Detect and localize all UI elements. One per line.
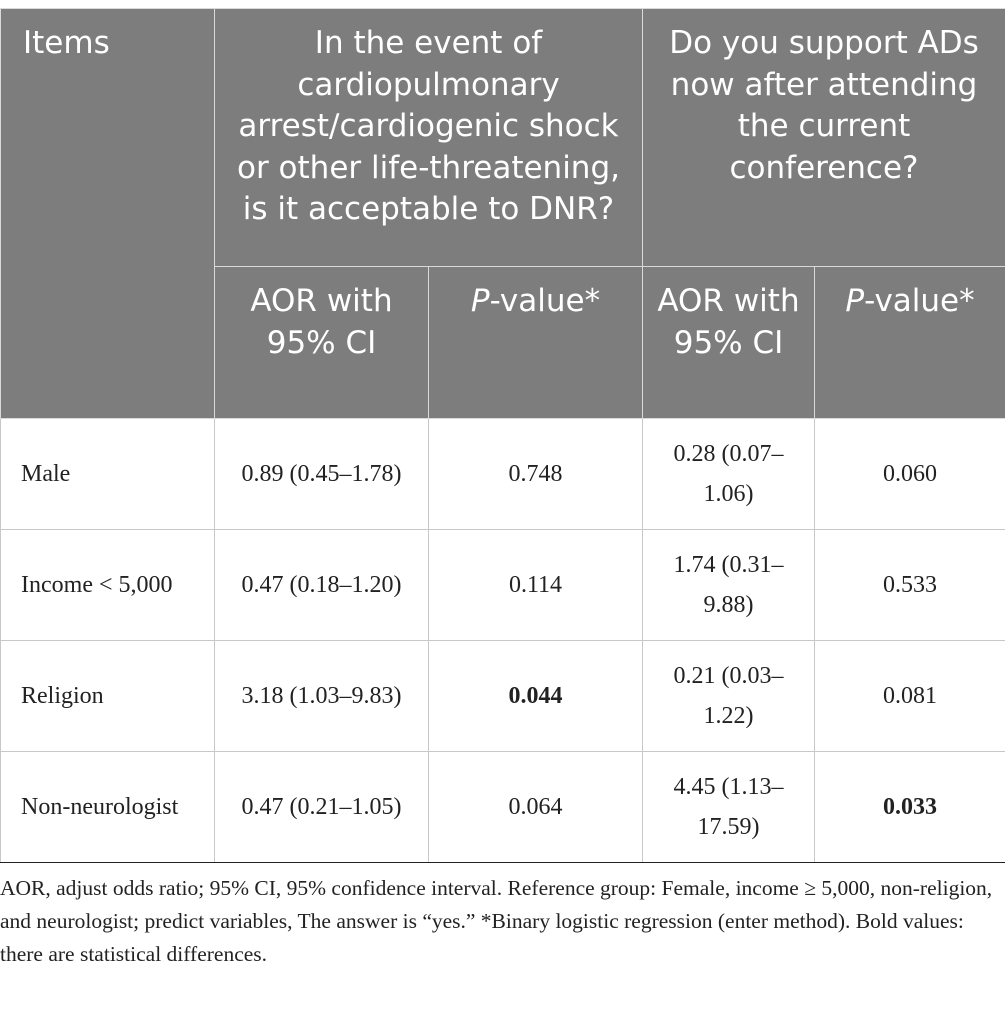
table-row: Income < 5,000 0.47 (0.18–1.20) 0.114 1.…: [0, 529, 1005, 641]
table-body: Male 0.89 (0.45–1.78) 0.748 0.28 (0.07–1…: [0, 418, 1005, 863]
header-p-dnr-rest: -value*: [489, 283, 601, 319]
cell-aor-dnr: 0.89 (0.45–1.78): [214, 418, 429, 530]
header-p-dnr-italic: P: [470, 283, 490, 319]
cell-p-ads: 0.060: [813, 418, 1005, 530]
header-group-ads: Do you support ADs now after attending t…: [641, 8, 1005, 267]
header-items: Items: [0, 8, 215, 419]
header-group-dnr: In the event of cardiopulmonary arrest/c…: [214, 8, 643, 267]
row-label: Income < 5,000: [0, 529, 215, 641]
table-header: Items In the event of cardiopulmonary ar…: [0, 8, 1005, 419]
header-p-ads-italic: P: [845, 283, 865, 319]
cell-aor-ads: 4.45 (1.13–17.59): [642, 751, 815, 863]
cell-p-ads: 0.533: [813, 529, 1005, 641]
header-p-dnr: P-value*: [428, 266, 643, 419]
cell-p-ads: 0.081: [813, 640, 1005, 752]
cell-aor-dnr: 0.47 (0.21–1.05): [214, 751, 429, 863]
results-table: Items In the event of cardiopulmonary ar…: [0, 8, 1005, 863]
table-row: Male 0.89 (0.45–1.78) 0.748 0.28 (0.07–1…: [0, 418, 1005, 530]
header-p-ads: P-value*: [813, 266, 1005, 419]
cell-p-dnr: 0.114: [428, 529, 643, 641]
header-p-ads-rest: -value*: [864, 283, 975, 319]
cell-aor-ads: 0.28 (0.07–1.06): [642, 418, 815, 530]
row-label: Religion: [0, 640, 215, 752]
cell-p-dnr: 0.748: [428, 418, 643, 530]
row-label: Non-neurologist: [0, 751, 215, 863]
header-aor-ads: AOR with 95% CI: [642, 266, 815, 419]
cell-aor-ads: 0.21 (0.03–1.22): [642, 640, 815, 752]
table-container: Items In the event of cardiopulmonary ar…: [0, 8, 1005, 971]
table-row: Religion 3.18 (1.03–9.83) 0.044 0.21 (0.…: [0, 640, 1005, 752]
cell-aor-dnr: 0.47 (0.18–1.20): [214, 529, 429, 641]
cell-p-dnr: 0.064: [428, 751, 643, 863]
cell-aor-ads: 1.74 (0.31–9.88): [642, 529, 815, 641]
table-row: Non-neurologist 0.47 (0.21–1.05) 0.064 4…: [0, 751, 1005, 863]
cell-p-dnr-significant: 0.044: [428, 640, 643, 752]
header-aor-dnr: AOR with 95% CI: [214, 266, 429, 419]
row-label: Male: [0, 418, 215, 530]
cell-aor-dnr: 3.18 (1.03–9.83): [214, 640, 429, 752]
table-footnote: AOR, adjust odds ratio; 95% CI, 95% conf…: [0, 876, 993, 966]
cell-p-ads-significant: 0.033: [813, 751, 1005, 863]
